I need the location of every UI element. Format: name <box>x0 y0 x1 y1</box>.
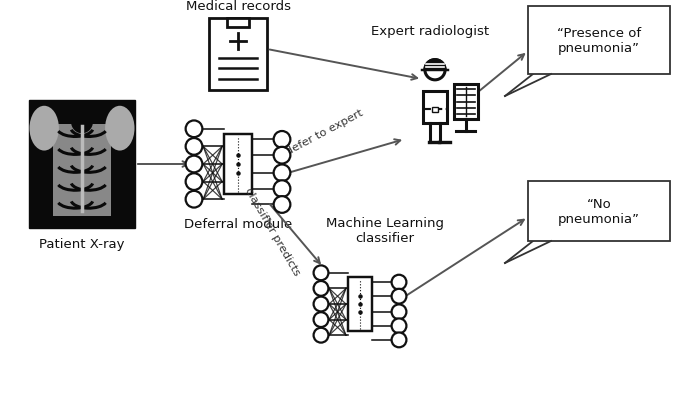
Ellipse shape <box>29 106 59 151</box>
Circle shape <box>186 139 203 155</box>
Text: “Presence of
pneumonia”: “Presence of pneumonia” <box>557 27 641 55</box>
Circle shape <box>313 297 328 312</box>
Circle shape <box>425 61 445 81</box>
Text: classifier predicts: classifier predicts <box>243 186 301 277</box>
Bar <box>347 278 373 331</box>
Circle shape <box>313 312 328 327</box>
Circle shape <box>313 266 328 281</box>
Circle shape <box>273 165 290 182</box>
Circle shape <box>313 281 328 296</box>
Circle shape <box>186 191 203 208</box>
Circle shape <box>273 148 290 164</box>
Text: Medical records: Medical records <box>186 0 290 13</box>
Ellipse shape <box>71 111 93 134</box>
Text: defer to expert: defer to expert <box>285 107 365 156</box>
Bar <box>454 85 477 120</box>
Bar <box>53 125 111 217</box>
Wedge shape <box>424 59 446 70</box>
Text: “No
pneumonia”: “No pneumonia” <box>558 198 640 225</box>
Circle shape <box>392 275 407 290</box>
Bar <box>209 19 267 91</box>
Text: Patient X-ray: Patient X-ray <box>39 237 124 250</box>
Circle shape <box>313 328 328 343</box>
Bar <box>423 92 447 123</box>
Circle shape <box>273 181 290 198</box>
Circle shape <box>186 121 203 138</box>
Bar <box>224 135 252 194</box>
Circle shape <box>273 132 290 148</box>
Bar <box>227 19 249 27</box>
Text: Machine Learning
classifier: Machine Learning classifier <box>326 216 444 245</box>
Circle shape <box>392 333 407 347</box>
Circle shape <box>392 305 407 319</box>
Circle shape <box>186 174 203 191</box>
Bar <box>29 101 135 229</box>
Bar <box>528 7 670 75</box>
Bar <box>432 107 438 112</box>
Circle shape <box>392 289 407 304</box>
Circle shape <box>186 156 203 173</box>
Ellipse shape <box>105 106 135 151</box>
Bar <box>528 182 670 241</box>
Text: Deferral module: Deferral module <box>184 218 292 230</box>
Circle shape <box>273 197 290 213</box>
Circle shape <box>392 319 407 333</box>
Text: Expert radiologist: Expert radiologist <box>371 25 489 38</box>
